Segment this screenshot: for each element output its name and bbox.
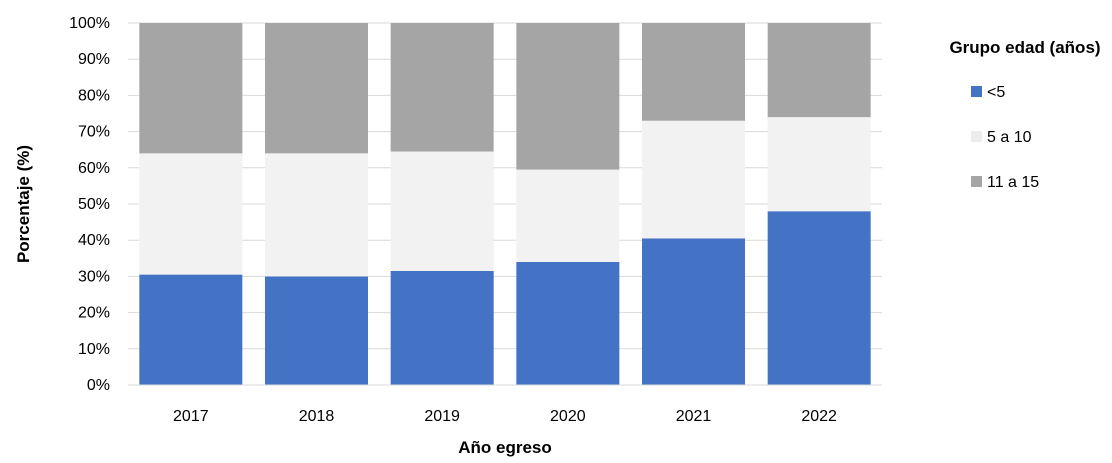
bar-segment: [265, 23, 368, 154]
legend-title: Grupo edad (años): [949, 38, 1100, 57]
bar-segment: [767, 211, 871, 385]
bar-segment: [139, 23, 243, 154]
legend: Grupo edad (años) <5 5 a 10 11 a 15: [949, 38, 1100, 191]
bar-segment: [265, 153, 368, 277]
bar-segment: [642, 23, 745, 121]
bar-segment: [390, 23, 494, 152]
y-axis-title: Porcentaje (%): [14, 145, 33, 263]
x-tick-label: 2018: [299, 408, 335, 425]
y-tick-label: 20%: [78, 305, 110, 322]
y-tick-label: 30%: [78, 268, 110, 285]
bar-segment: [390, 151, 494, 271]
legend-label: 11 a 15: [987, 174, 1039, 191]
gridlines: [128, 22, 882, 350]
y-tick-label: 80%: [78, 87, 110, 104]
bars: [139, 23, 871, 385]
y-tick-labels: 0% 10% 20% 30% 40% 50% 60% 70% 80% 90% 100%: [69, 15, 110, 394]
bar-segment: [516, 261, 620, 385]
bar-segment: [139, 153, 243, 275]
x-tick-label: 2017: [173, 408, 209, 425]
bar-segment: [642, 238, 745, 385]
bar-segment: [265, 276, 368, 385]
legend-label: 5 a 10: [987, 129, 1032, 146]
y-tick-label: 100%: [69, 15, 110, 32]
legend-swatch: [971, 86, 982, 97]
x-tick-label: 2021: [676, 408, 712, 425]
bar-segment: [642, 120, 745, 239]
legend-swatch: [971, 176, 982, 187]
bar-segment: [139, 274, 243, 385]
x-tick-label: 2020: [550, 408, 586, 425]
bar-segment: [516, 169, 620, 262]
bar-segment: [767, 117, 871, 212]
y-tick-label: 40%: [78, 232, 110, 249]
x-tick-labels: 2017 2018 2019 2020 2021 2022: [173, 408, 837, 425]
bar-segment: [390, 270, 494, 385]
y-tick-label: 50%: [78, 196, 110, 213]
legend-items: <5 5 a 10 11 a 15: [971, 84, 1039, 191]
y-tick-label: 10%: [78, 341, 110, 358]
y-tick-label: 70%: [78, 124, 110, 141]
x-tick-label: 2022: [801, 408, 837, 425]
legend-swatch: [971, 131, 982, 142]
y-tick-label: 60%: [78, 160, 110, 177]
y-tick-label: 0%: [87, 377, 110, 394]
x-axis-title: Año egreso: [458, 438, 552, 457]
bar-segment: [516, 23, 620, 170]
bar-segment: [767, 23, 871, 118]
legend-label: <5: [987, 84, 1005, 101]
x-tick-label: 2019: [424, 408, 460, 425]
y-tick-label: 90%: [78, 51, 110, 68]
